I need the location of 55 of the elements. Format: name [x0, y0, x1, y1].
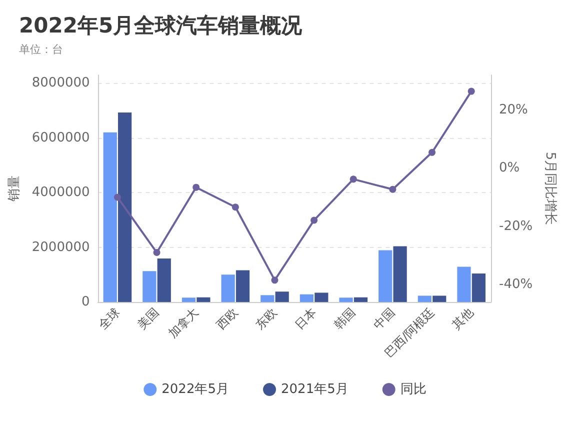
legend-label: 同比 [400, 382, 426, 397]
y2-tick-label: 20% [499, 102, 528, 118]
bar [118, 112, 132, 302]
point [350, 176, 357, 183]
bar [275, 292, 289, 302]
bar [472, 274, 486, 302]
x-tick-label: 西欧 [214, 305, 240, 332]
legend-label: 2022年5月 [162, 382, 230, 397]
point [232, 204, 239, 211]
chart-subtitle: 单位：台 [19, 43, 63, 56]
point [192, 184, 200, 191]
y-tick-label: 4000000 [32, 185, 90, 200]
bar [339, 298, 353, 302]
bar [221, 274, 235, 302]
point [428, 148, 436, 156]
bar [354, 297, 368, 302]
bar [314, 292, 328, 302]
point [271, 276, 278, 284]
bar [378, 250, 392, 302]
y2-tick-label: -20% [499, 218, 533, 234]
y-tick-label: 0 [82, 294, 90, 310]
y-tick-label: 8000000 [32, 76, 90, 91]
x-tick-label: 东欧 [252, 305, 280, 332]
bar [432, 296, 446, 302]
bar [182, 298, 196, 302]
bar [393, 246, 407, 302]
y2-tick-label: -40% [499, 277, 533, 292]
bar [196, 297, 210, 302]
chart-title: 2022年5月全球汽车销量概况 [19, 14, 304, 38]
x-tick-label: 美国 [134, 305, 162, 332]
bar [103, 132, 117, 302]
x-tick-label: 中国 [370, 305, 398, 332]
point [114, 194, 121, 201]
bar [142, 271, 156, 302]
point [153, 249, 160, 256]
bar [418, 296, 432, 302]
x-tick-label: 日本 [292, 305, 320, 332]
x-tick-label: 其他 [449, 305, 476, 332]
bar [457, 266, 471, 302]
point [468, 88, 475, 95]
bar [236, 270, 250, 302]
point [310, 216, 318, 224]
point [389, 186, 396, 193]
y2-tick-label: 0% [499, 160, 520, 176]
legend-label: 2021年5月 [281, 382, 348, 397]
y-axis-title: 销量 [7, 176, 22, 202]
bar [300, 294, 314, 302]
x-tick-label: 韩国 [331, 305, 358, 332]
x-tick-label: 全球 [96, 305, 122, 332]
x-tick-label: 加拿大 [166, 305, 202, 340]
y-tick-label: 6000000 [32, 130, 90, 146]
y-tick-label: 2000000 [32, 240, 90, 255]
bar [260, 295, 274, 302]
y2-axis-title: 5月同比增长 [542, 152, 558, 226]
bar [157, 258, 171, 302]
